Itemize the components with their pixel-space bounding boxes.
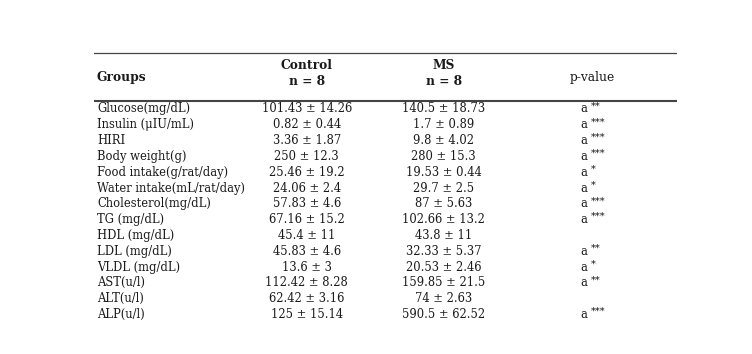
Text: ***: *** (591, 212, 606, 221)
Text: 101.43 ± 14.26: 101.43 ± 14.26 (262, 103, 352, 115)
Text: 280 ± 15.3: 280 ± 15.3 (411, 150, 476, 163)
Text: 45.83 ± 4.6: 45.83 ± 4.6 (273, 245, 341, 258)
Text: VLDL (mg/dL): VLDL (mg/dL) (97, 261, 180, 274)
Text: 87 ± 5.63: 87 ± 5.63 (415, 197, 472, 210)
Text: n = 8: n = 8 (426, 75, 462, 88)
Text: Control: Control (280, 59, 332, 72)
Text: 19.53 ± 0.44: 19.53 ± 0.44 (406, 166, 481, 179)
Text: 43.8 ± 11: 43.8 ± 11 (415, 229, 472, 242)
Text: ***: *** (591, 149, 606, 158)
Text: 125 ± 15.14: 125 ± 15.14 (271, 308, 343, 321)
Text: 1.7 ± 0.89: 1.7 ± 0.89 (413, 118, 475, 131)
Text: 112.42 ± 8.28: 112.42 ± 8.28 (265, 276, 348, 290)
Text: LDL (mg/dL): LDL (mg/dL) (97, 245, 171, 258)
Text: *: * (591, 165, 596, 174)
Text: 57.83 ± 4.6: 57.83 ± 4.6 (272, 197, 341, 210)
Text: 20.53 ± 2.46: 20.53 ± 2.46 (406, 261, 481, 274)
Text: 3.36 ± 1.87: 3.36 ± 1.87 (272, 134, 341, 147)
Text: n = 8: n = 8 (289, 75, 325, 88)
Text: **: ** (591, 275, 601, 284)
Text: a: a (581, 182, 587, 195)
Text: AST(u/l): AST(u/l) (97, 276, 145, 290)
Text: 13.6 ± 3: 13.6 ± 3 (282, 261, 332, 274)
Text: 67.16 ± 15.2: 67.16 ± 15.2 (269, 213, 344, 226)
Text: MS: MS (432, 59, 455, 72)
Text: a: a (581, 103, 587, 115)
Text: 250 ± 12.3: 250 ± 12.3 (274, 150, 339, 163)
Text: a: a (581, 245, 587, 258)
Text: 32.33 ± 5.37: 32.33 ± 5.37 (406, 245, 481, 258)
Text: 29.7 ± 2.5: 29.7 ± 2.5 (413, 182, 475, 195)
Text: 74 ± 2.63: 74 ± 2.63 (415, 292, 472, 305)
Text: *: * (591, 259, 596, 269)
Text: 24.06 ± 2.4: 24.06 ± 2.4 (273, 182, 341, 195)
Text: 25.46 ± 19.2: 25.46 ± 19.2 (269, 166, 344, 179)
Text: 102.66 ± 13.2: 102.66 ± 13.2 (402, 213, 485, 226)
Text: ALP(u/l): ALP(u/l) (97, 308, 144, 321)
Text: Glucose(mg/dL): Glucose(mg/dL) (97, 103, 190, 115)
Text: 590.5 ± 62.52: 590.5 ± 62.52 (402, 308, 485, 321)
Text: a: a (581, 213, 587, 226)
Text: a: a (581, 261, 587, 274)
Text: a: a (581, 197, 587, 210)
Text: **: ** (591, 102, 601, 110)
Text: a: a (581, 166, 587, 179)
Text: 62.42 ± 3.16: 62.42 ± 3.16 (269, 292, 344, 305)
Text: a: a (581, 150, 587, 163)
Text: ***: *** (591, 196, 606, 205)
Text: a: a (581, 134, 587, 147)
Text: ***: *** (591, 133, 606, 142)
Text: TG (mg/dL): TG (mg/dL) (97, 213, 164, 226)
Text: ALT(u/l): ALT(u/l) (97, 292, 144, 305)
Text: HIRI: HIRI (97, 134, 125, 147)
Text: ***: *** (591, 307, 606, 316)
Text: 140.5 ± 18.73: 140.5 ± 18.73 (402, 103, 485, 115)
Text: a: a (581, 118, 587, 131)
Text: 45.4 ± 11: 45.4 ± 11 (278, 229, 335, 242)
Text: a: a (581, 276, 587, 290)
Text: Food intake(g/rat/day): Food intake(g/rat/day) (97, 166, 228, 179)
Text: HDL (mg/dL): HDL (mg/dL) (97, 229, 174, 242)
Text: Body weight(g): Body weight(g) (97, 150, 186, 163)
Text: p-value: p-value (570, 71, 615, 84)
Text: **: ** (591, 244, 601, 253)
Text: Insulin (μIU/mL): Insulin (μIU/mL) (97, 118, 194, 131)
Text: a: a (581, 308, 587, 321)
Text: 159.85 ± 21.5: 159.85 ± 21.5 (402, 276, 485, 290)
Text: Groups: Groups (97, 71, 147, 84)
Text: Cholesterol(mg/dL): Cholesterol(mg/dL) (97, 197, 211, 210)
Text: 0.82 ± 0.44: 0.82 ± 0.44 (272, 118, 341, 131)
Text: *: * (591, 181, 596, 189)
Text: 9.8 ± 4.02: 9.8 ± 4.02 (413, 134, 475, 147)
Text: ***: *** (591, 117, 606, 126)
Text: Water intake(mL/rat/day): Water intake(mL/rat/day) (97, 182, 245, 195)
